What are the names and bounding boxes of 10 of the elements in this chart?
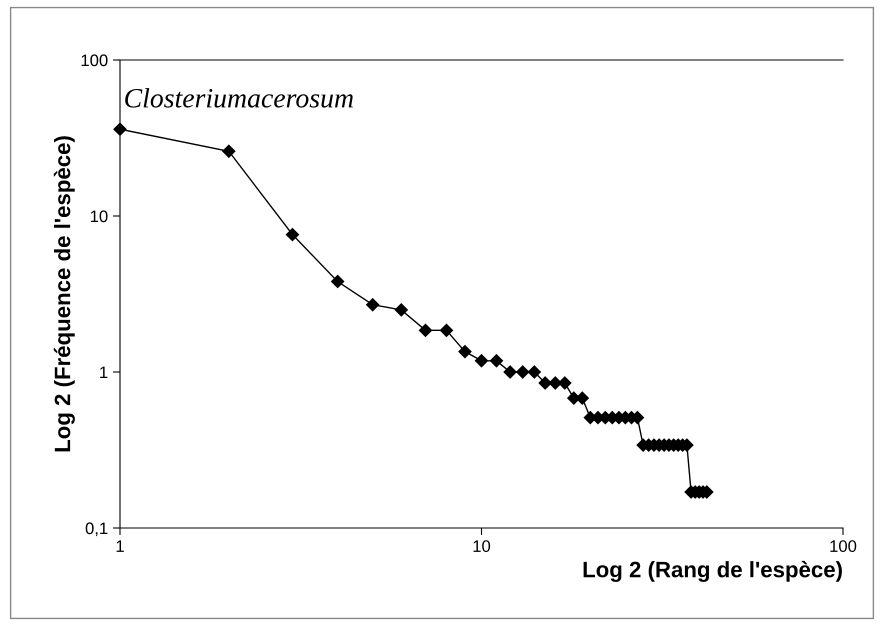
x-tick-label: 1 [116,540,124,552]
y-tick-label: 0,1 [86,522,108,536]
x-tick-label: 100 [830,540,856,552]
y-tick-label: 1 [100,366,108,378]
x-axis-title: Log 2 (Rang de l'espèce) [584,560,842,582]
y-tick-label: 100 [82,54,108,66]
y-tick-label: 10 [90,210,108,222]
x-tick-label: 10 [474,540,490,552]
annotation: Closteriumacerosum [125,88,353,108]
y-axis-title: Log 2 (Fréquence de l'espèce) [54,136,75,452]
